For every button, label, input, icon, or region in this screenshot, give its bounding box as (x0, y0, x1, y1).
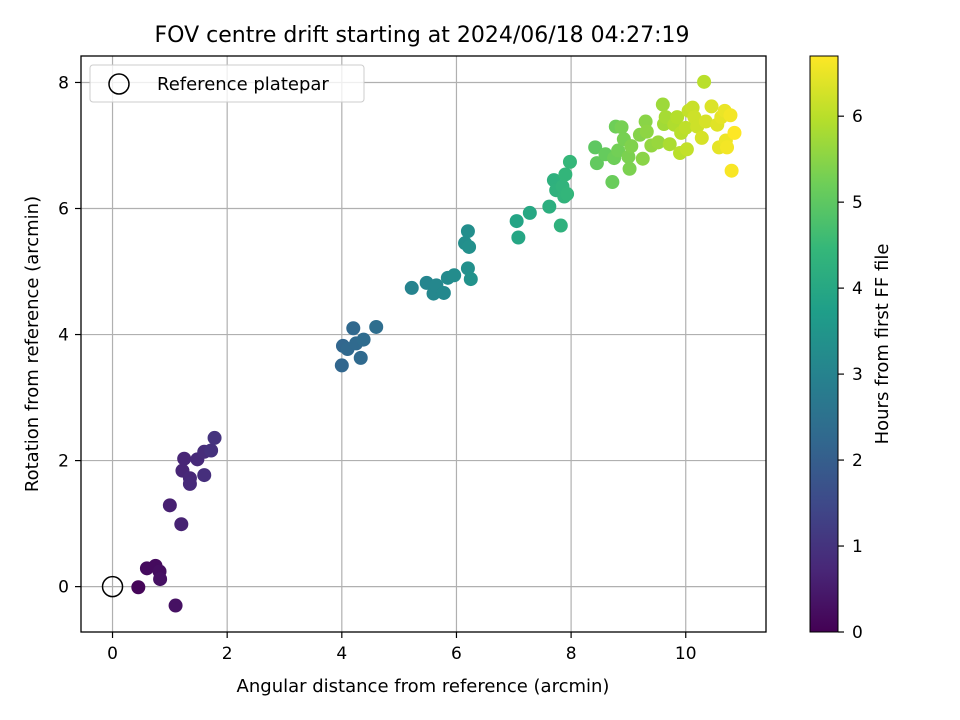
reference-platepar-marker (101, 575, 124, 598)
scatter-point (404, 280, 419, 295)
scatter-points (101, 74, 742, 613)
colorbar-tick-label: 3 (852, 365, 863, 385)
scatter-point (723, 108, 738, 123)
colorbar-ticks: 0 1 2 3 4 5 6 (838, 107, 863, 643)
legend-marker-reference (108, 73, 130, 95)
scatter-point (162, 498, 177, 513)
x-tick-label: 8 (566, 644, 577, 664)
scatter-point (562, 154, 577, 169)
scatter-point (460, 224, 475, 239)
legend-label-reference: Reference platepar (157, 74, 329, 95)
scatter-point (182, 476, 197, 491)
x-axis-ticks: 0 2 4 6 8 10 (107, 632, 697, 664)
scatter-point (614, 120, 629, 135)
scatter-point (605, 175, 620, 190)
scatter-point (369, 319, 384, 334)
colorbar-tick-label: 2 (852, 451, 863, 471)
y-tick-label: 0 (58, 578, 69, 598)
scatter-point (153, 572, 168, 587)
scatter-point (697, 74, 712, 89)
x-axis-label: Angular distance from reference (arcmin) (237, 676, 610, 697)
scatter-point (679, 142, 694, 157)
scatter-point (655, 97, 670, 112)
colorbar: 0 1 2 3 4 5 6 Hours from first FF file (809, 55, 893, 643)
scatter-point (447, 268, 462, 283)
scatter-point (436, 285, 451, 300)
scatter-point (639, 124, 654, 139)
scatter-point (334, 358, 349, 373)
scatter-point (168, 598, 183, 613)
plot-area-frame (80, 55, 767, 633)
scatter-point (621, 149, 636, 164)
y-tick-label: 4 (58, 326, 69, 346)
x-tick-label: 0 (107, 644, 118, 664)
scatter-point (522, 205, 537, 220)
scatter-point (207, 430, 222, 445)
scatter-point (131, 580, 146, 595)
scatter-point (553, 218, 568, 233)
y-tick-label: 6 (58, 200, 69, 220)
scatter-point (678, 120, 693, 135)
x-tick-label: 10 (675, 644, 697, 664)
scatter-point (177, 451, 192, 466)
scatter-point (460, 261, 475, 276)
scatter-point (560, 187, 575, 202)
colorbar-tick-label: 4 (852, 279, 863, 299)
y-tick-label: 2 (58, 452, 69, 472)
colorbar-tick-label: 6 (852, 107, 863, 127)
scatter-point (346, 321, 361, 336)
scatter-point (611, 143, 626, 158)
x-tick-label: 6 (451, 644, 462, 664)
scatter-point (463, 272, 478, 287)
scatter-point (174, 517, 189, 532)
scatter-point (204, 443, 219, 458)
scatter-point (670, 110, 685, 125)
scatter-point (624, 139, 639, 154)
colorbar-tick-label: 1 (852, 537, 863, 557)
colorbar-tick-label: 5 (852, 193, 863, 213)
scatter-point (509, 214, 524, 229)
scatter-point (635, 151, 650, 166)
scatter-point (588, 140, 603, 155)
colorbar-label: Hours from first FF file (872, 244, 893, 445)
scatter-point (462, 239, 477, 254)
scatter-point (197, 468, 212, 483)
y-tick-label: 8 (58, 73, 69, 93)
colorbar-tick-label: 0 (852, 623, 863, 643)
y-axis-label: Rotation from reference (arcmin) (22, 196, 43, 492)
scatter-point (727, 125, 742, 140)
legend: Reference platepar (89, 64, 365, 103)
scatter-point (662, 137, 677, 152)
scatter-point (724, 163, 739, 178)
colorbar-gradient (809, 55, 839, 633)
chart-title: FOV centre drift starting at 2024/06/18 … (155, 23, 690, 48)
scatter-point (353, 350, 368, 365)
legend-box (89, 64, 365, 103)
y-axis-ticks: 0 2 4 6 8 (58, 73, 81, 598)
scatter-point (704, 99, 719, 114)
scatter-point (698, 114, 713, 129)
scatter-point (651, 135, 666, 150)
scatter-point (622, 161, 637, 176)
scatter-point (558, 167, 573, 182)
scatter-point (542, 199, 557, 214)
scatter-point (356, 332, 371, 347)
scatter-point (720, 140, 735, 155)
scatter-point (511, 230, 526, 245)
scatter-point (694, 130, 709, 145)
x-tick-label: 2 (222, 644, 233, 664)
scatter-point (589, 156, 604, 171)
x-tick-label: 4 (336, 644, 347, 664)
